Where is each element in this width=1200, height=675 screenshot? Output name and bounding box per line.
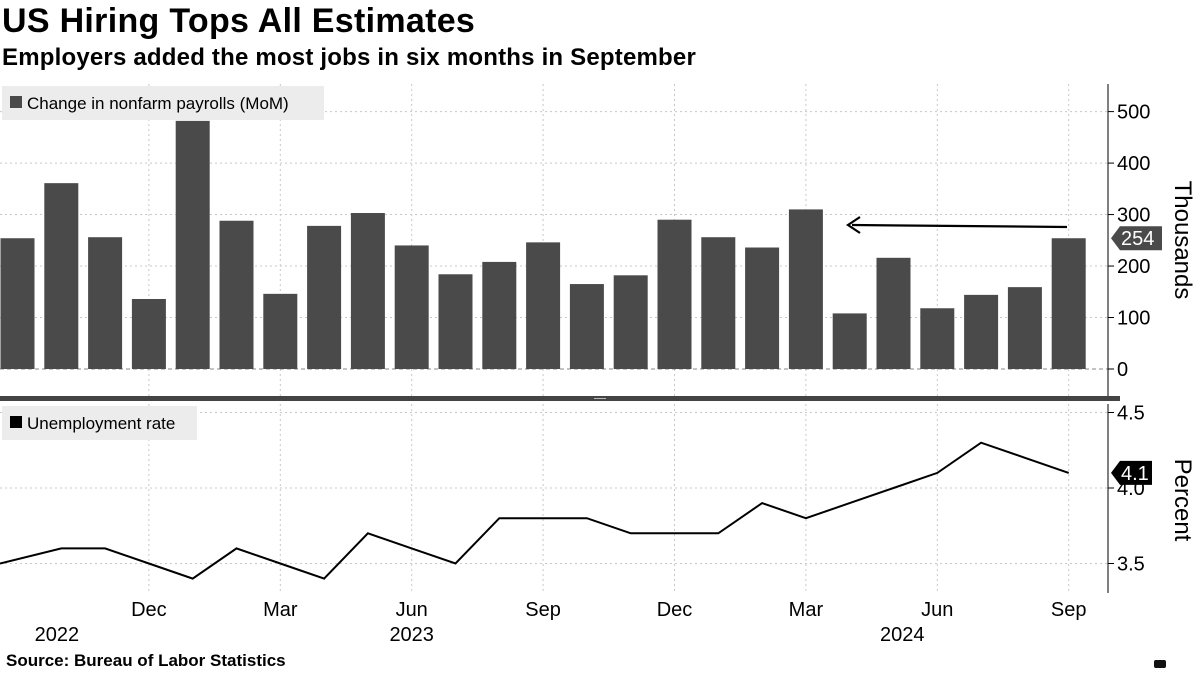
payrolls-bar bbox=[1007, 287, 1042, 369]
x-axis-month-label: Jun bbox=[921, 599, 953, 621]
payrolls-last-value-badge bbox=[1111, 226, 1162, 251]
payrolls-bar bbox=[131, 298, 166, 369]
payrolls-bar bbox=[701, 237, 736, 369]
payrolls-bar bbox=[0, 238, 35, 369]
x-axis-year-label: 2022 bbox=[35, 624, 80, 646]
payrolls-bar bbox=[88, 237, 123, 369]
x-axis-year-label: 2023 bbox=[389, 624, 434, 646]
unemployment-y-tick-label: 3.5 bbox=[1117, 554, 1145, 576]
payrolls-bar bbox=[1051, 238, 1086, 369]
annotation-arrow-shaft bbox=[851, 223, 1068, 229]
x-axis-month-label: Dec bbox=[657, 599, 693, 621]
unemployment-legend: Unemployment rate bbox=[2, 406, 197, 440]
payrolls-bar bbox=[832, 313, 867, 369]
unemployment-line-path bbox=[0, 441, 1070, 580]
payrolls-bar bbox=[569, 284, 604, 369]
payrolls-legend-box bbox=[2, 86, 324, 120]
bloomberg-logo-icon bbox=[1154, 660, 1166, 668]
x-axis-year-label: 2024 bbox=[880, 624, 925, 646]
payrolls-last-value-label: 254 bbox=[1121, 228, 1154, 250]
panel-divider bbox=[0, 396, 1120, 401]
payrolls-bar bbox=[526, 242, 561, 369]
payrolls-bar bbox=[219, 220, 254, 369]
x-axis-month-label: Jun bbox=[396, 599, 428, 621]
source-note: Source: Bureau of Labor Statistics bbox=[6, 651, 286, 670]
payrolls-bar bbox=[876, 257, 911, 369]
unemployment-y-tick-label: 4.5 bbox=[1117, 403, 1145, 425]
payrolls-bar bbox=[438, 274, 473, 369]
payrolls-bars bbox=[0, 120, 1086, 370]
unemployment-y-axis-title: Percent bbox=[1169, 459, 1196, 542]
payrolls-bar bbox=[788, 209, 823, 369]
x-axis-month-label: Dec bbox=[131, 599, 167, 621]
payrolls-y-tick-label: 0 bbox=[1117, 359, 1128, 381]
payrolls-bar bbox=[482, 261, 517, 369]
payrolls-bar bbox=[920, 308, 955, 369]
chart-title: US Hiring Tops All Estimates bbox=[2, 2, 476, 40]
unemployment-legend-label: Unemployment rate bbox=[27, 414, 175, 433]
payrolls-bar bbox=[175, 120, 210, 370]
payrolls-y-tick-label: 100 bbox=[1117, 308, 1150, 330]
payrolls-bar bbox=[964, 294, 999, 369]
payrolls-y-axis-title: Thousands bbox=[1169, 181, 1196, 300]
unemployment-last-value-badge bbox=[1111, 460, 1152, 485]
x-axis-month-label: Mar bbox=[789, 599, 824, 621]
payrolls-legend-swatch bbox=[10, 96, 22, 108]
x-axis-month-label: Sep bbox=[1051, 599, 1087, 621]
x-axis: Dec Mar Jun Sep Dec Mar Jun Sep 2022 2023 2024 bbox=[0, 396, 1120, 646]
unemployment-y-axis: 3.54.04.54.1 bbox=[1107, 403, 1152, 593]
unemployment-last-value-label: 4.1 bbox=[1121, 463, 1149, 485]
payrolls-bar bbox=[307, 225, 342, 369]
payrolls-bar bbox=[263, 293, 298, 369]
chart-subtitle: Employers added the most jobs in six mon… bbox=[2, 44, 697, 71]
payrolls-bar bbox=[657, 219, 692, 369]
payrolls-bar bbox=[44, 183, 79, 369]
unemployment-legend-swatch bbox=[10, 416, 22, 428]
payrolls-y-tick-label: 300 bbox=[1117, 205, 1150, 227]
payrolls-y-tick-label: 400 bbox=[1117, 153, 1150, 175]
payrolls-bar bbox=[613, 275, 648, 369]
unemployment-line bbox=[0, 441, 1070, 580]
payrolls-y-axis: 0 100 200 300 400 500 254 bbox=[1107, 84, 1162, 397]
payrolls-y-tick-label: 500 bbox=[1117, 102, 1150, 124]
annotation-arrowhead-icon bbox=[846, 216, 861, 234]
unemployment-legend-box bbox=[2, 406, 197, 440]
payrolls-legend: Change in nonfarm payrolls (MoM) bbox=[2, 86, 324, 120]
payrolls-bar bbox=[394, 245, 429, 369]
payrolls-y-tick-label: 200 bbox=[1117, 256, 1150, 278]
x-axis-month-label: Mar bbox=[263, 599, 298, 621]
payrolls-bar bbox=[350, 213, 385, 369]
payrolls-bar bbox=[745, 247, 780, 369]
x-axis-month-label: Sep bbox=[525, 599, 561, 621]
payrolls-legend-label: Change in nonfarm payrolls (MoM) bbox=[27, 94, 289, 113]
